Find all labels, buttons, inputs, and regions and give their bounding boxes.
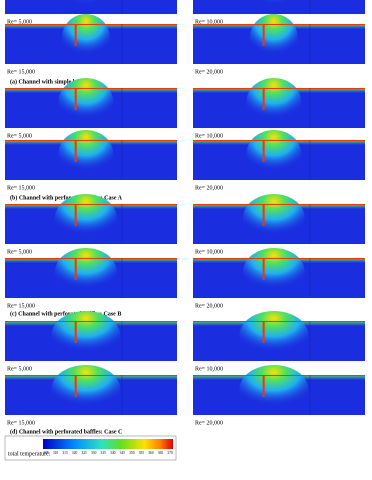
case-label: Re= 20,000 xyxy=(195,69,223,75)
baffle xyxy=(74,321,77,343)
figure-caption: (b) Channel with perforated baffles: Cas… xyxy=(10,194,123,201)
plume xyxy=(249,14,298,62)
case-label: Re= 5,000 xyxy=(7,19,32,25)
hot-wall xyxy=(193,375,365,376)
colorbar-tick: 365 xyxy=(158,451,164,455)
colorbar-tick: 305 xyxy=(43,451,49,455)
case-label: Re= 10,000 xyxy=(195,133,223,139)
colorbar-frame xyxy=(4,435,177,461)
case-label: Re= 15,000 xyxy=(7,69,35,75)
figure-caption: (c) Channel with perforated baffles: Cas… xyxy=(10,310,121,317)
colorbar xyxy=(43,439,173,449)
plume xyxy=(242,248,305,296)
hot-wall xyxy=(193,140,365,141)
baffle xyxy=(262,140,265,162)
baffle xyxy=(262,88,265,110)
hot-wall xyxy=(193,88,365,89)
case-label: Re= 20,000 xyxy=(195,303,223,309)
hot-wall xyxy=(5,88,177,89)
hot-wall xyxy=(5,321,177,322)
colorbar-tick: 370 xyxy=(167,451,173,455)
case-label: Re= 15,000 xyxy=(7,185,35,191)
figure-caption: (d) Channel with perforated baffles: Cas… xyxy=(10,428,122,435)
colorbar-tick: 315 xyxy=(62,451,68,455)
plume xyxy=(61,14,110,62)
plume xyxy=(239,311,309,359)
case-label: Re= 20,000 xyxy=(195,420,223,426)
plume xyxy=(246,130,302,178)
baffle xyxy=(74,375,77,397)
baffle xyxy=(74,258,77,280)
baffle xyxy=(262,24,265,46)
plume xyxy=(54,248,117,296)
case-label: Re= 10,000 xyxy=(195,249,223,255)
hot-wall xyxy=(5,140,177,141)
plume xyxy=(246,78,302,126)
plume xyxy=(242,194,305,242)
colorbar-tick: 340 xyxy=(110,451,116,455)
colorbar-tick: 310 xyxy=(53,451,59,455)
hot-wall xyxy=(5,258,177,259)
colorbar-tick: 350 xyxy=(129,451,135,455)
plume xyxy=(58,130,114,178)
colorbar-tick: 345 xyxy=(120,451,126,455)
hot-wall xyxy=(193,24,365,25)
case-label: Re= 5,000 xyxy=(7,366,32,372)
hot-wall xyxy=(193,204,365,205)
hot-wall xyxy=(5,375,177,376)
figure-caption: (a) Channel with simple baffles xyxy=(10,78,90,85)
colorbar-tick: 355 xyxy=(139,451,145,455)
hot-wall xyxy=(193,321,365,322)
case-label: Re= 10,000 xyxy=(195,19,223,25)
case-label: Re= 15,000 xyxy=(7,420,35,426)
baffle xyxy=(262,258,265,280)
colorbar-tick: 320 xyxy=(72,451,78,455)
case-label: Re= 20,000 xyxy=(195,185,223,191)
colorbar-tick: 330 xyxy=(91,451,97,455)
hot-wall xyxy=(5,204,177,205)
baffle xyxy=(74,140,77,162)
baffle xyxy=(262,204,265,226)
baffle xyxy=(262,375,265,397)
case-label: Re= 10,000 xyxy=(195,366,223,372)
hot-wall xyxy=(5,24,177,25)
colorbar-tick: 325 xyxy=(81,451,87,455)
colorbar-title: total temperature: xyxy=(8,451,51,457)
plume xyxy=(51,311,121,359)
colorbar-tick: 360 xyxy=(148,451,154,455)
plume xyxy=(54,194,117,242)
baffle xyxy=(74,24,77,46)
plume xyxy=(58,78,114,126)
colorbar-tick: 335 xyxy=(101,451,107,455)
case-label: Re= 5,000 xyxy=(7,133,32,139)
baffle xyxy=(74,88,77,110)
case-label: Re= 15,000 xyxy=(7,303,35,309)
baffle xyxy=(74,204,77,226)
plume xyxy=(239,365,309,413)
plume xyxy=(252,0,295,12)
plume xyxy=(64,0,107,12)
plume xyxy=(51,365,121,413)
hot-wall xyxy=(193,258,365,259)
case-label: Re= 5,000 xyxy=(7,249,32,255)
baffle xyxy=(262,321,265,343)
